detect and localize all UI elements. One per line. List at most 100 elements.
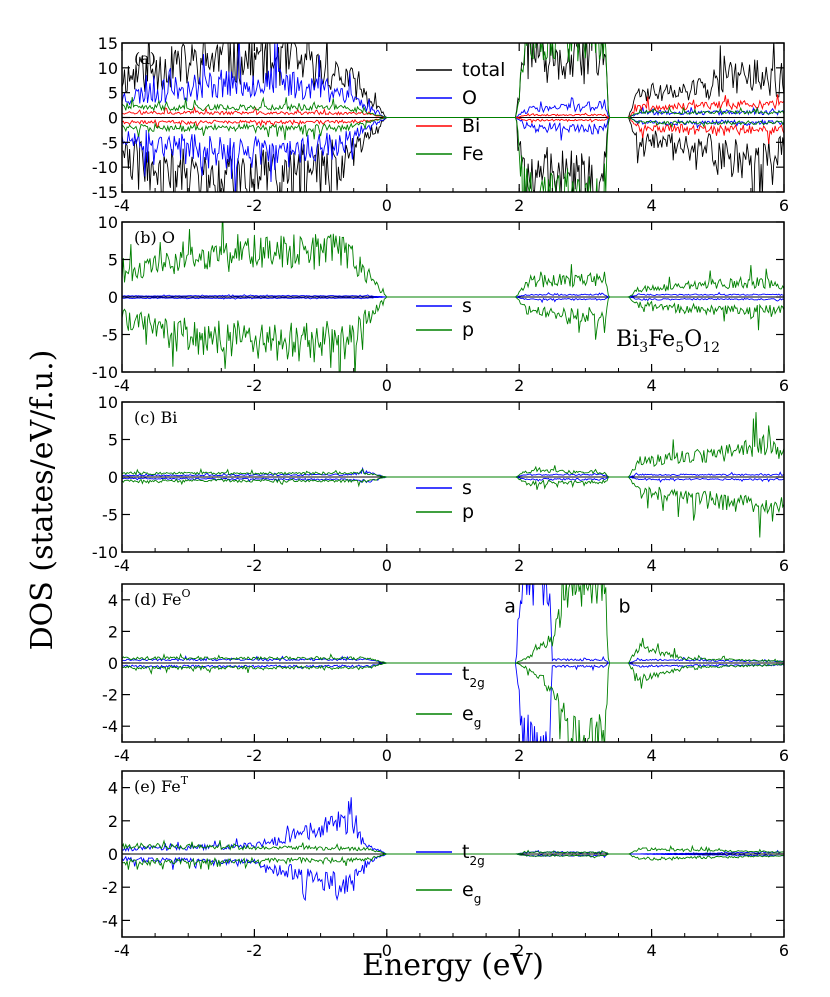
series-eg-spin-up [122, 839, 784, 855]
panel-label-superscript: O [182, 587, 191, 600]
series-p-spin-down [122, 296, 784, 372]
legend-label: O [462, 87, 477, 109]
series-Fe-spin-up [122, 43, 784, 118]
x-tick-label: -4 [114, 556, 130, 575]
x-tick-label: -4 [114, 941, 130, 960]
y-tick-label: 2 [108, 812, 118, 831]
panel-label: (e) FeT [134, 774, 189, 796]
x-tick-label: 4 [647, 746, 657, 765]
series-eg-spin-up [122, 584, 784, 664]
series-O-spin-up [122, 43, 784, 118]
y-tick-label: 15 [98, 34, 118, 53]
legend-label: total [462, 59, 505, 81]
y-tick-label: 0 [108, 288, 118, 307]
y-tick-label: -10 [92, 543, 118, 562]
legend-subscript: g [474, 892, 482, 906]
x-tick-label: 6 [779, 196, 789, 215]
y-tick-label: -4 [102, 717, 118, 736]
y-tick-label: -10 [92, 363, 118, 382]
series-Bi-spin-down [122, 117, 784, 144]
x-tick-label: -4 [114, 746, 130, 765]
panel-label: (c) Bi [134, 408, 177, 427]
x-tick-label: 2 [514, 941, 524, 960]
x-tick-label: -2 [246, 376, 262, 395]
y-tick-label: 4 [108, 591, 118, 610]
panel-4: -4 -2 0 2 4 6 -4 -2 0 2 4 (d) FeO t2g eg a b [102, 583, 789, 765]
legend-label: eg [462, 879, 481, 906]
legend-label: s [462, 477, 472, 499]
legend-label: p [462, 501, 474, 523]
series-group [122, 412, 784, 538]
y-tick-label: -5 [102, 133, 118, 152]
y-tick-label: -2 [102, 878, 118, 897]
x-tick-label: 6 [779, 376, 789, 395]
panel-label-superscript: T [181, 774, 189, 787]
series-t2g-spin-up [122, 797, 784, 855]
x-tick-label: -2 [246, 196, 262, 215]
y-tick-label: -15 [92, 183, 118, 202]
formula-element: Bi [616, 327, 639, 352]
y-tick-label: 0 [108, 468, 118, 487]
series-group [122, 222, 784, 372]
x-tick-label: 0 [382, 941, 392, 960]
legend-label: t2g [462, 841, 485, 868]
legend-label: Fe [462, 143, 484, 165]
x-tick-label: 0 [382, 746, 392, 765]
x-tick-label: 4 [647, 941, 657, 960]
series-group [122, 584, 784, 742]
legend-subscript: 2g [469, 854, 484, 868]
y-tick-label: -4 [102, 911, 118, 930]
y-tick-label: 2 [108, 622, 118, 641]
legend-label: p [462, 319, 474, 341]
x-tick-label: -2 [246, 556, 262, 575]
x-tick-label: 2 [514, 376, 524, 395]
x-tick-label: 6 [779, 941, 789, 960]
series-t2g-spin-down [122, 853, 784, 902]
series-s-spin-down [122, 296, 784, 304]
annotation-a: a [504, 595, 516, 617]
series-s-spin-up [122, 291, 784, 298]
x-tick-label: 6 [779, 556, 789, 575]
panels-group: -4 -2 0 2 4 6 -15 -10 -5 0 5 10 15 (a) total O Bi Fe -4 -2 0… [92, 34, 789, 960]
panel-label: (b) O [134, 228, 175, 247]
y-tick-label: 10 [98, 213, 118, 232]
series-total-spin-down [122, 117, 784, 192]
legend-label: s [462, 295, 472, 317]
x-tick-label: 4 [647, 196, 657, 215]
y-tick-label: 5 [108, 251, 118, 270]
series-eg-spin-down [122, 662, 784, 742]
x-tick-label: 6 [779, 746, 789, 765]
annotation-b: b [619, 595, 631, 617]
x-tick-label: 4 [647, 556, 657, 575]
formula-element: O [684, 327, 702, 352]
legend-subscript: 2g [469, 676, 484, 690]
legend-label: eg [462, 703, 481, 730]
x-tick-label: -4 [114, 376, 130, 395]
panel-1: -4 -2 0 2 4 6 -15 -10 -5 0 5 10 15 (a) total O Bi Fe [92, 34, 789, 215]
y-tick-label: 4 [108, 779, 118, 798]
series-p-spin-down [122, 476, 784, 538]
y-tick-label: 0 [108, 654, 118, 673]
legend-subscript: g [474, 716, 482, 730]
formula-subscript: 12 [702, 340, 720, 356]
compound-formula: Bi3Fe5O12 [616, 327, 720, 356]
y-tick-label: -5 [102, 506, 118, 525]
y-tick-label: 5 [108, 84, 118, 103]
series-eg-spin-down [122, 853, 784, 870]
y-tick-label: -2 [102, 686, 118, 705]
series-t2g-spin-up [122, 584, 784, 664]
series-t2g-spin-down [122, 662, 784, 742]
legend-label: t2g [462, 663, 485, 690]
panel-label: (a) [134, 49, 156, 68]
legend-label: Bi [462, 115, 480, 137]
series-total-spin-up [122, 43, 784, 118]
series-group [122, 797, 784, 902]
series-s-spin-down [122, 476, 784, 484]
series-group [122, 43, 784, 192]
x-tick-label: 0 [382, 376, 392, 395]
x-tick-label: -2 [246, 941, 262, 960]
y-tick-label: 0 [108, 109, 118, 128]
x-tick-label: 4 [647, 376, 657, 395]
